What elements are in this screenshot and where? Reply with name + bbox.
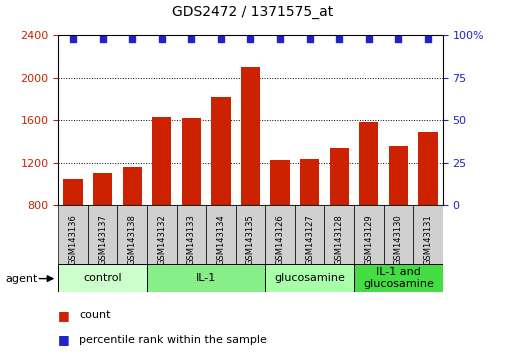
Text: control: control bbox=[83, 273, 122, 283]
FancyBboxPatch shape bbox=[294, 205, 324, 264]
FancyBboxPatch shape bbox=[117, 205, 146, 264]
Bar bbox=[63, 179, 82, 290]
FancyBboxPatch shape bbox=[146, 264, 265, 292]
Bar bbox=[93, 173, 112, 290]
Text: GSM143131: GSM143131 bbox=[423, 214, 432, 265]
FancyBboxPatch shape bbox=[324, 205, 353, 264]
Text: GSM143135: GSM143135 bbox=[245, 214, 255, 265]
FancyBboxPatch shape bbox=[265, 264, 354, 292]
Text: GDS2472 / 1371575_at: GDS2472 / 1371575_at bbox=[172, 5, 333, 19]
Text: ■: ■ bbox=[58, 333, 70, 346]
Text: glucosamine: glucosamine bbox=[274, 273, 344, 283]
Bar bbox=[270, 160, 289, 290]
Text: GSM143134: GSM143134 bbox=[216, 214, 225, 265]
FancyBboxPatch shape bbox=[146, 205, 176, 264]
FancyBboxPatch shape bbox=[265, 205, 294, 264]
FancyBboxPatch shape bbox=[176, 205, 206, 264]
Text: GSM143128: GSM143128 bbox=[334, 214, 343, 265]
Text: GSM143127: GSM143127 bbox=[305, 214, 314, 265]
Bar bbox=[418, 132, 437, 290]
FancyBboxPatch shape bbox=[58, 205, 87, 264]
Text: GSM143132: GSM143132 bbox=[157, 214, 166, 265]
Text: IL-1: IL-1 bbox=[195, 273, 216, 283]
Bar bbox=[211, 97, 230, 290]
FancyBboxPatch shape bbox=[354, 205, 383, 264]
FancyBboxPatch shape bbox=[354, 264, 442, 292]
Text: IL-1 and
glucosamine: IL-1 and glucosamine bbox=[362, 267, 433, 289]
Bar bbox=[329, 148, 348, 290]
Text: ■: ■ bbox=[58, 309, 70, 321]
FancyBboxPatch shape bbox=[383, 205, 413, 264]
FancyBboxPatch shape bbox=[413, 205, 442, 264]
Bar bbox=[181, 118, 200, 290]
Text: GSM143129: GSM143129 bbox=[364, 214, 373, 265]
Text: GSM143133: GSM143133 bbox=[186, 214, 195, 265]
Bar bbox=[240, 67, 260, 290]
Text: percentile rank within the sample: percentile rank within the sample bbox=[79, 335, 267, 345]
Text: GSM143136: GSM143136 bbox=[68, 214, 77, 265]
Text: GSM143126: GSM143126 bbox=[275, 214, 284, 265]
Text: GSM143137: GSM143137 bbox=[98, 214, 107, 265]
Text: count: count bbox=[79, 310, 111, 320]
Text: GSM143138: GSM143138 bbox=[127, 214, 136, 265]
Text: GSM143130: GSM143130 bbox=[393, 214, 402, 265]
Bar bbox=[388, 146, 407, 290]
FancyBboxPatch shape bbox=[206, 205, 235, 264]
Text: agent: agent bbox=[5, 274, 37, 284]
Bar bbox=[152, 117, 171, 290]
FancyBboxPatch shape bbox=[58, 264, 146, 292]
Bar bbox=[299, 159, 319, 290]
Bar bbox=[122, 167, 141, 290]
FancyBboxPatch shape bbox=[87, 205, 117, 264]
FancyBboxPatch shape bbox=[235, 205, 265, 264]
Bar bbox=[359, 122, 378, 290]
